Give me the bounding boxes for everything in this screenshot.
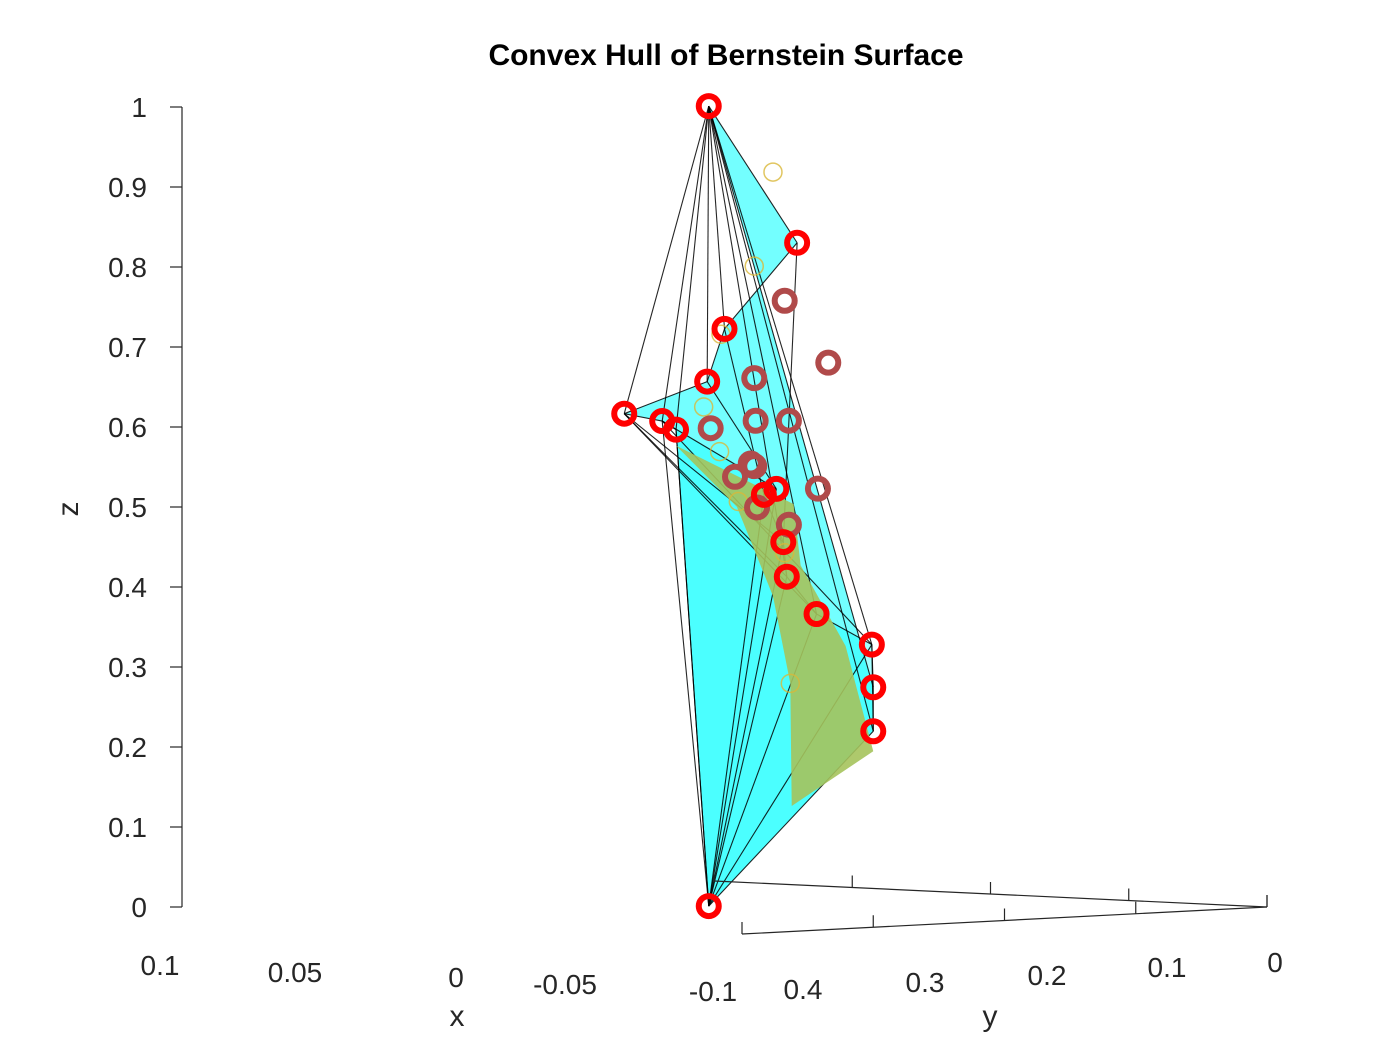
y-tick-label: 0.2 xyxy=(1028,960,1067,991)
z-axis-label: z xyxy=(52,502,85,517)
interior-control-point xyxy=(771,287,798,314)
x-tick-label: -0.1 xyxy=(689,976,737,1007)
surface-sample xyxy=(709,441,730,462)
hull-edge xyxy=(724,242,798,330)
hull-edge xyxy=(708,105,873,645)
surface-sample xyxy=(693,397,714,417)
z-tick-label: 0.8 xyxy=(108,252,147,283)
z-tick-label: 0.6 xyxy=(108,412,147,443)
interior-control-point xyxy=(737,450,764,477)
hull-vertex-point xyxy=(763,475,790,502)
hull-vertex-point xyxy=(803,601,830,627)
z-tick-label: 0.5 xyxy=(108,492,147,523)
surface-sample xyxy=(780,673,801,694)
axes xyxy=(170,106,1268,935)
z-tick-label: 0.7 xyxy=(108,332,147,363)
surface-body xyxy=(676,445,874,806)
hull-edge xyxy=(661,420,710,907)
z-tick-label: 0 xyxy=(131,892,147,923)
interior-control-point xyxy=(722,463,748,490)
hull-vertex-point xyxy=(858,631,885,658)
hull-edge xyxy=(708,494,765,907)
bernstein-surface xyxy=(676,162,874,806)
interior-control-point xyxy=(741,365,768,392)
z-tick-label: 1 xyxy=(131,92,147,123)
x-tick-label: -0.05 xyxy=(533,969,597,1000)
hull-edge xyxy=(708,105,874,688)
y-tick-label: 0.4 xyxy=(784,974,823,1005)
z-tick-label: 0.1 xyxy=(108,812,147,843)
hull-edge xyxy=(661,106,710,422)
control-points xyxy=(611,93,887,920)
x-tick-label: 0 xyxy=(448,962,464,993)
y-tick-label: 0 xyxy=(1267,947,1283,978)
x-tick-label: 0.05 xyxy=(268,957,323,988)
hull-vertex-point xyxy=(773,563,800,590)
z-tick-label: 0.4 xyxy=(108,572,147,603)
interior-control-point xyxy=(775,407,802,434)
hull-edge xyxy=(675,429,710,907)
x-tick-label: 0.1 xyxy=(141,950,180,981)
surface-sample xyxy=(744,256,764,276)
hull-vertex-point xyxy=(663,416,690,443)
interior-control-point xyxy=(697,415,724,442)
hull-edge xyxy=(624,413,663,422)
y-axis-label: y xyxy=(983,1000,998,1033)
x-axis-label: x xyxy=(450,1000,465,1033)
hull-vertex-point xyxy=(750,481,777,508)
hull-edge xyxy=(708,106,726,329)
hull-edge xyxy=(708,105,874,732)
y-tick-label: 0.3 xyxy=(906,967,945,998)
z-tick-label: 0.3 xyxy=(108,652,147,683)
interior-control-point xyxy=(815,349,842,376)
hull-edge xyxy=(706,106,710,382)
hull-vertex-point xyxy=(711,315,738,342)
hull-edge xyxy=(871,644,874,732)
hull-vertex-point xyxy=(860,718,887,745)
z-tick-label: 0.2 xyxy=(108,732,147,763)
hull-vertex-point xyxy=(611,400,638,427)
hull-vertex-point xyxy=(784,229,811,256)
hull-vertex-point xyxy=(694,368,721,395)
hull-vertex-point xyxy=(860,674,887,701)
interior-control-point xyxy=(804,475,831,502)
hull-edge xyxy=(708,105,798,244)
hull-edge xyxy=(675,106,710,430)
y-tick-label: 0.1 xyxy=(1148,952,1187,983)
surface-sample xyxy=(763,162,783,182)
hull-edge xyxy=(708,576,788,907)
hull-vertex-point xyxy=(695,93,722,120)
z-tick-label: 0.9 xyxy=(108,172,147,203)
interior-control-point xyxy=(742,407,769,434)
hull-vertex-point xyxy=(770,529,797,556)
surface-sample xyxy=(774,543,795,563)
hull-edge xyxy=(623,105,710,414)
hull-vertex-point xyxy=(695,893,722,920)
hull-edge xyxy=(708,541,784,907)
chart-title: Convex Hull of Bernstein Surface xyxy=(488,39,963,72)
